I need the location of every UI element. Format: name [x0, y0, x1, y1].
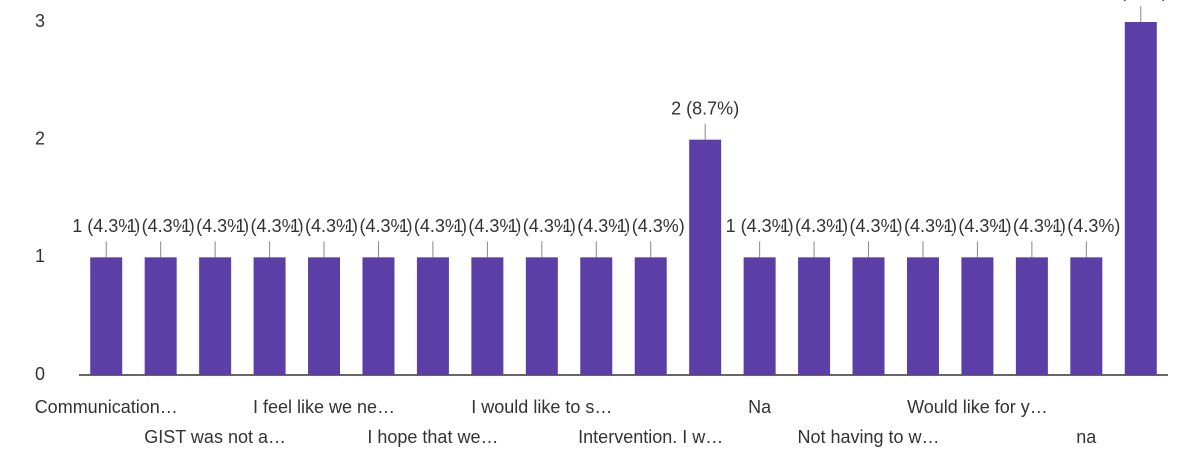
- bar: [852, 257, 885, 375]
- x-tick-label: Communication…: [35, 397, 178, 417]
- value-label: 1 (4.3%): [72, 216, 140, 236]
- y-tick-label: 3: [35, 11, 45, 31]
- value-label: 1 (4.3%): [508, 216, 576, 236]
- x-tick-label: na: [1076, 427, 1097, 447]
- bar: [743, 257, 776, 375]
- bar: [471, 257, 504, 375]
- value-label: 1 (4.3%): [181, 216, 249, 236]
- value-label: 1 (4.3%): [562, 216, 630, 236]
- value-label: 1 (4.3%): [617, 216, 685, 236]
- x-tick-label: Not having to w…: [797, 427, 939, 447]
- value-label: 1 (4.3%): [290, 216, 358, 236]
- bar: [525, 257, 558, 375]
- bar: [253, 257, 286, 375]
- value-label: 2 (8.7%): [671, 98, 739, 118]
- value-label: 1 (4.3%): [127, 216, 195, 236]
- bar: [798, 257, 831, 375]
- value-label: 1 (4.3%): [835, 216, 903, 236]
- x-tick-label: Intervention. I w…: [578, 427, 723, 447]
- value-label: 1 (4.3%): [998, 216, 1066, 236]
- x-tick-label: Na: [748, 397, 772, 417]
- x-tick-label: I feel like we ne…: [253, 397, 395, 417]
- bar: [1124, 22, 1157, 375]
- bar: [634, 257, 667, 375]
- value-label: 1 (4.3%): [453, 216, 521, 236]
- y-tick-label: 0: [35, 364, 45, 384]
- bar: [416, 257, 449, 375]
- x-tick-label: GIST was not a…: [144, 427, 286, 447]
- y-tick-label: 2: [35, 128, 45, 148]
- bar: [90, 257, 123, 375]
- y-tick-label: 1: [35, 246, 45, 266]
- bar: [362, 257, 395, 375]
- value-label: 1 (4.3%): [399, 216, 467, 236]
- bar: [1070, 257, 1103, 375]
- x-tick-label: I hope that we…: [367, 427, 498, 447]
- bar: [961, 257, 994, 375]
- value-label: 1 (4.3%): [726, 216, 794, 236]
- bar: [689, 139, 722, 375]
- value-label: 1 (4.3%): [344, 216, 412, 236]
- value-label: 1 (4.3%): [1052, 216, 1120, 236]
- x-tick-label: Would like for y…: [907, 397, 1048, 417]
- bar: [906, 257, 939, 375]
- value-label: 3 (13%): [1105, 0, 1168, 1]
- value-label: 1 (4.3%): [780, 216, 848, 236]
- value-label: 1 (4.3%): [236, 216, 304, 236]
- bar: [1015, 257, 1048, 375]
- bar: [580, 257, 613, 375]
- value-label: 1 (4.3%): [889, 216, 957, 236]
- bar: [144, 257, 177, 375]
- bar: [199, 257, 232, 375]
- bar: [308, 257, 341, 375]
- value-label: 1 (4.3%): [943, 216, 1011, 236]
- x-tick-label: I would like to s…: [471, 397, 612, 417]
